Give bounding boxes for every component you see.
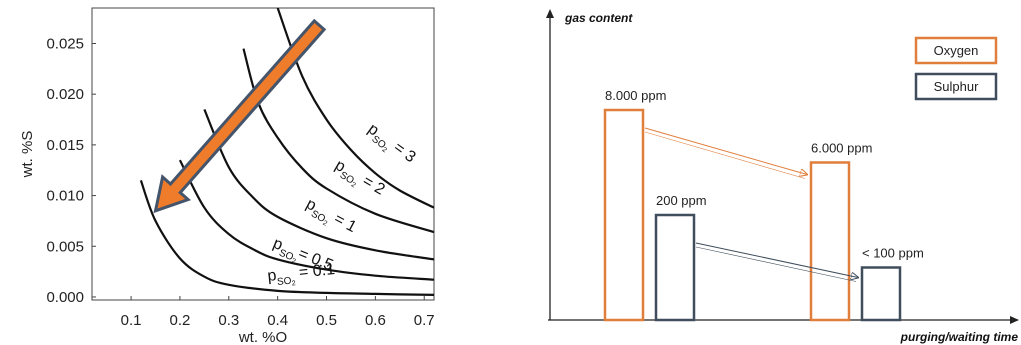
x-tick-labels: 0.1 0.2 0.3 0.4 0.5 0.6 0.7 — [121, 296, 435, 329]
oxygen-trend-line-inner — [644, 131, 806, 179]
x-axis-label: wt. %O — [238, 329, 287, 345]
x-axis-arrowhead — [1010, 316, 1019, 324]
y-tick-label: 0.005 — [46, 238, 84, 255]
curve-label-0: pSO2 = 0.1 — [267, 261, 337, 290]
x-tick-label: 0.4 — [267, 312, 288, 329]
x-tick-label: 0.2 — [170, 312, 191, 329]
y-axis-arrowhead — [546, 9, 554, 18]
plot-frame — [91, 7, 435, 301]
x-tick-label: 0.1 — [121, 312, 142, 329]
y-tick-label: 0.000 — [46, 289, 84, 306]
curve-pso2-0 — [139, 180, 434, 296]
bar-sulphur-1 — [860, 266, 902, 322]
x-axis-title: purging/waiting time — [900, 330, 1019, 344]
x-tick-label: 0.5 — [316, 312, 337, 329]
bar-label-sulphur-0: 200 ppm — [656, 193, 707, 208]
sulphur-trend-line-inner — [695, 246, 857, 282]
oxygen-trend-line — [644, 127, 807, 175]
bar-label-oxygen-0: 8.000 ppm — [605, 88, 666, 103]
y-tick-label: 0.010 — [46, 188, 84, 205]
x-tick-label: 0.7 — [414, 312, 435, 329]
bar-oxygen-1 — [809, 161, 851, 322]
legend: Oxygen Sulphur — [914, 36, 998, 101]
trend-lines — [644, 127, 858, 282]
sulphur-trend-line — [695, 242, 858, 278]
gas-content-chart: gas content purging/waiting time 8.000 p… — [546, 9, 1019, 344]
y-tick-label: 0.025 — [46, 35, 84, 52]
bar-oxygen-0 — [603, 108, 645, 322]
curve-label-4: pSO2 = 3 — [362, 120, 419, 170]
y-axis-label: wt. %S — [19, 131, 36, 179]
y-tick-labels: 0.000 0.005 0.010 0.015 0.020 0.025 — [46, 35, 96, 306]
legend-swatch-sulphur — [914, 72, 998, 101]
bars — [603, 108, 902, 322]
x-tick-label: 0.6 — [365, 312, 386, 329]
x-tick-label: 0.3 — [218, 312, 239, 329]
legend-swatch-oxygen — [914, 36, 998, 65]
curve-pso2-4 — [276, 8, 434, 209]
so2-equilibrium-chart: 0.1 0.2 0.3 0.4 0.5 0.6 0.7 0.0000.0050.0100.0… — [19, 7, 435, 345]
y-tick-label: 0.015 — [46, 137, 84, 154]
y-axis-title: gas content — [564, 11, 633, 25]
y-tick-label: 0.020 — [46, 86, 84, 103]
curve-pso2-1 — [178, 159, 434, 281]
bar-sulphur-0 — [654, 213, 696, 322]
bar-label-oxygen-1: 6.000 ppm — [811, 141, 872, 156]
legend-label-sulphur: Sulphur — [934, 79, 979, 94]
curve-pso2-2 — [203, 108, 434, 261]
trend-arrow — [153, 18, 327, 214]
legend-label-oxygen: Oxygen — [934, 43, 979, 58]
bar-labels: 8.000 ppm 6.000 ppm 200 ppm < 100 ppm — [605, 88, 924, 261]
bar-label-sulphur-1: < 100 ppm — [862, 246, 924, 261]
